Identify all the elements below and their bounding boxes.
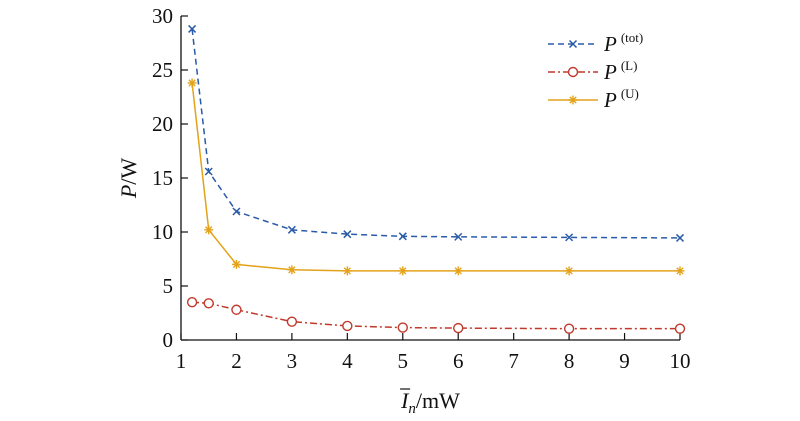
series-line bbox=[191, 28, 681, 239]
data-point-x bbox=[232, 207, 241, 216]
series-layer bbox=[186, 24, 686, 334]
x-marker-stroke bbox=[188, 24, 197, 33]
y-tick-label: 30 bbox=[152, 4, 173, 28]
legend-item: P (L) bbox=[548, 58, 637, 84]
x-marker-stroke bbox=[287, 225, 296, 234]
x-marker-stroke bbox=[565, 233, 574, 242]
data-point-circle bbox=[397, 322, 408, 333]
star-marker-stroke bbox=[454, 267, 462, 275]
x-marker-stroke bbox=[568, 39, 578, 49]
data-point-circle bbox=[567, 66, 579, 78]
legend-item: P (tot) bbox=[548, 30, 643, 56]
data-point-x bbox=[454, 232, 463, 241]
x-marker-stroke bbox=[232, 207, 241, 216]
star-marker-stroke bbox=[288, 266, 296, 274]
legend-label: P (U) bbox=[603, 86, 639, 112]
x-tick-label: 10 bbox=[670, 349, 691, 373]
y-tick-label: 20 bbox=[152, 112, 173, 136]
data-point-star bbox=[398, 266, 408, 276]
data-point-x bbox=[565, 233, 574, 242]
legend: P (tot)P (L)P (U) bbox=[548, 30, 643, 112]
x-tick-label: 5 bbox=[398, 349, 409, 373]
data-point-circle bbox=[186, 297, 198, 308]
series-tot bbox=[188, 24, 685, 242]
series-L bbox=[186, 297, 686, 334]
data-point-x bbox=[287, 225, 296, 234]
data-point-x bbox=[398, 232, 407, 241]
x-marker-stroke bbox=[204, 167, 213, 176]
x-marker-stroke bbox=[675, 233, 685, 242]
x-tick-label: 6 bbox=[453, 349, 464, 373]
data-point-circle bbox=[286, 316, 298, 327]
y-tick-label: 15 bbox=[152, 166, 173, 190]
data-point-circle bbox=[342, 320, 353, 332]
y-tick-label: 5 bbox=[163, 274, 174, 298]
data-point-circle bbox=[203, 298, 214, 309]
data-point-star bbox=[564, 266, 574, 276]
legend-label: P (L) bbox=[603, 58, 637, 84]
star-marker-stroke bbox=[205, 226, 213, 234]
x-tick-label: 4 bbox=[342, 349, 353, 373]
data-point-circle bbox=[674, 323, 686, 334]
data-point-star bbox=[287, 265, 297, 275]
star-marker-stroke bbox=[565, 267, 573, 275]
data-point-x bbox=[675, 233, 685, 242]
data-point-star bbox=[204, 225, 214, 235]
star-marker-stroke bbox=[343, 267, 352, 275]
x-marker-stroke bbox=[454, 232, 463, 241]
data-point-x bbox=[188, 24, 197, 33]
data-point-star bbox=[453, 266, 463, 276]
data-point-star bbox=[568, 95, 578, 105]
x-tick-label: 2 bbox=[231, 349, 242, 373]
x-marker-stroke bbox=[343, 230, 352, 239]
data-point-star bbox=[675, 266, 685, 276]
x-tick-label: 3 bbox=[287, 349, 298, 373]
star-marker-stroke bbox=[676, 267, 684, 275]
data-point-star bbox=[342, 266, 352, 276]
axes: 1 2 3 4 5 6 7 8 9 10 0 5 10 15 20 25 30 bbox=[152, 4, 691, 390]
star-marker-stroke bbox=[569, 96, 577, 104]
x-marker-stroke bbox=[398, 232, 407, 241]
x-tick-label: 9 bbox=[619, 349, 630, 373]
data-point-x bbox=[343, 230, 352, 239]
legend-label: P (tot) bbox=[603, 30, 643, 56]
data-point-star bbox=[231, 259, 241, 269]
data-point-x bbox=[204, 167, 213, 176]
data-point-x bbox=[568, 39, 578, 49]
data-point-star bbox=[187, 78, 197, 88]
data-point-circle bbox=[231, 304, 242, 315]
series-line bbox=[192, 301, 680, 330]
star-marker-stroke bbox=[399, 267, 407, 275]
data-point-circle bbox=[453, 322, 464, 334]
x-axis-label: In/mW bbox=[400, 388, 460, 417]
y-tick-label: 25 bbox=[152, 58, 173, 82]
star-marker-stroke bbox=[232, 260, 241, 269]
series-U bbox=[187, 78, 685, 276]
y-axis-label: P/W bbox=[116, 158, 141, 200]
x-tick-label: 7 bbox=[508, 349, 519, 373]
legend-item: P (U) bbox=[548, 86, 639, 112]
star-marker-stroke bbox=[188, 79, 196, 87]
x-tick-label: 1 bbox=[176, 349, 187, 373]
data-point-circle bbox=[563, 323, 575, 334]
y-tick-label: 10 bbox=[152, 220, 173, 244]
x-tick-label: 8 bbox=[564, 349, 575, 373]
y-tick-label: 0 bbox=[163, 328, 174, 352]
